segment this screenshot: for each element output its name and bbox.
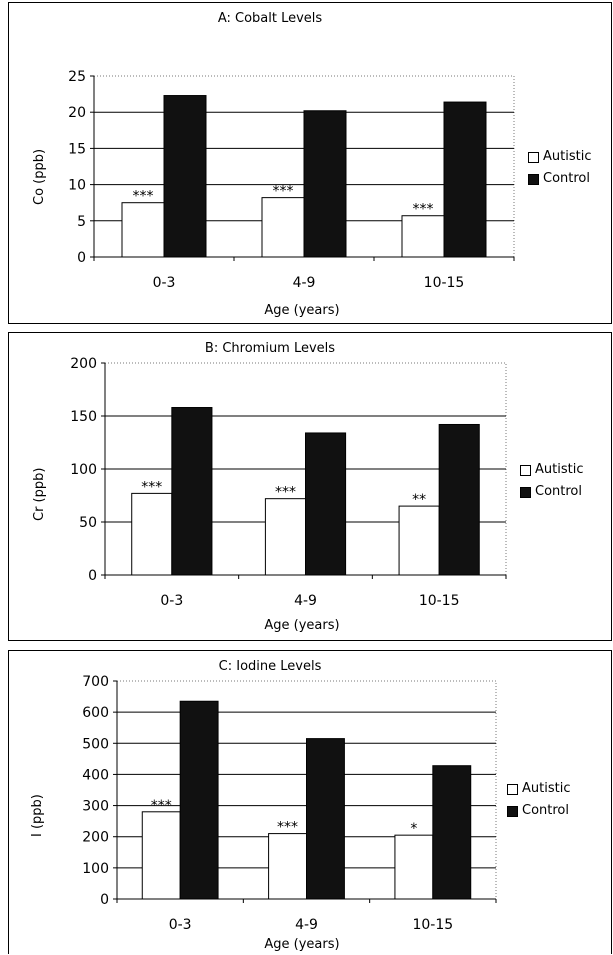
bar-control [432, 765, 472, 900]
legend-item-autistic: Autistic [507, 778, 570, 800]
chart-title: A: Cobalt Levels [217, 11, 323, 26]
bar-autistic [261, 197, 305, 258]
bar-control [179, 700, 219, 900]
x-tick-label: 10-15 [412, 917, 453, 933]
legend-label: Autistic [543, 149, 592, 164]
chart-panel-b: B: Chromium Levels 0 50 100 150 200 *** 0-3 ***… [8, 332, 612, 641]
y-tick-label: 5 [77, 214, 86, 230]
legend: Autistic Control [528, 146, 591, 190]
y-tick-label: 0 [77, 250, 86, 266]
x-axis-label: Age (years) [264, 303, 340, 318]
legend-swatch-autistic [507, 783, 518, 795]
x-axis-label: Age (years) [264, 618, 340, 633]
legend-label: Control [535, 484, 582, 499]
bar-control [171, 407, 213, 576]
legend-swatch-autistic [528, 151, 539, 163]
y-axis-label: I (ppb) [30, 794, 45, 837]
x-tick-label: 10-15 [419, 593, 460, 609]
y-tick-label: 25 [68, 69, 86, 85]
y-tick-label: 200 [70, 356, 97, 372]
chart-svg: 0 50 100 150 200 *** 0-3 *** 4-9 ** 10-15 [70, 356, 507, 609]
significance-label: *** [277, 820, 298, 836]
legend-label: Control [543, 171, 590, 186]
bar-autistic [131, 492, 173, 576]
chart-panel-c: C: Iodine Levels 0 100 200 300 400 500 600 700 *… [8, 650, 612, 954]
x-tick-label: 0-3 [169, 917, 192, 933]
y-tick-label: 50 [79, 515, 97, 531]
y-tick-label: 100 [82, 861, 109, 877]
x-tick-label: 0-3 [153, 275, 176, 291]
y-tick-label: 10 [68, 178, 86, 194]
significance-label: *** [413, 202, 434, 218]
legend-item-control: Control [507, 800, 570, 822]
y-tick-label: 0 [100, 892, 109, 908]
y-axis-label: Cr (ppb) [32, 467, 47, 521]
bar-control [443, 101, 487, 258]
y-tick-label: 0 [88, 568, 97, 584]
y-tick-label: 200 [82, 830, 109, 846]
bar-autistic [141, 811, 181, 900]
significance-label: ** [412, 492, 426, 508]
bar-autistic [121, 202, 165, 258]
y-tick-label: 20 [68, 105, 86, 121]
bar-control [438, 423, 480, 576]
legend-item-autistic: Autistic [528, 146, 591, 168]
significance-label: *** [133, 189, 154, 205]
y-tick-label: 700 [82, 674, 109, 690]
legend: Autistic Control [507, 778, 570, 822]
y-tick-label: 400 [82, 767, 109, 783]
chart-title: C: Iodine Levels [218, 659, 322, 674]
y-tick-label: 150 [70, 409, 97, 425]
legend-swatch-control [507, 805, 518, 817]
legend-swatch-control [528, 173, 539, 185]
chart-panel-a: A: Cobalt Levels 0 5 10 15 20 25 *** 0-3 *** 4-9 *… [8, 2, 612, 324]
y-tick-label: 15 [68, 141, 86, 157]
legend-item-control: Control [528, 168, 591, 190]
chart-svg: 0 5 10 15 20 25 *** 0-3 *** 4-9 *** 10-15 [68, 69, 515, 291]
x-tick-label: 4-9 [294, 593, 317, 609]
bar-control [305, 432, 347, 576]
legend-label: Autistic [522, 781, 571, 796]
x-tick-label: 4-9 [293, 275, 316, 291]
legend: Autistic Control [520, 459, 583, 503]
bar-autistic [398, 505, 440, 576]
significance-label: *** [141, 479, 162, 495]
significance-label: *** [273, 184, 294, 200]
chart-title: B: Chromium Levels [204, 341, 336, 356]
legend-swatch-control [520, 486, 531, 498]
y-tick-label: 100 [70, 462, 97, 478]
bar-autistic [268, 833, 308, 900]
bar-control [303, 110, 347, 258]
significance-label: *** [151, 798, 172, 814]
legend-label: Autistic [535, 462, 584, 477]
y-tick-label: 500 [82, 736, 109, 752]
x-axis-label: Age (years) [264, 937, 340, 952]
bar-autistic [394, 834, 434, 900]
legend-label: Control [522, 803, 569, 818]
significance-label: *** [275, 485, 296, 501]
bar-autistic [401, 215, 445, 258]
legend-item-autistic: Autistic [520, 459, 583, 481]
x-tick-label: 10-15 [424, 275, 465, 291]
x-tick-label: 4-9 [295, 917, 318, 933]
legend-swatch-autistic [520, 464, 531, 476]
bar-autistic [264, 498, 306, 576]
bar-control [163, 95, 207, 258]
chart-svg: 0 100 200 300 400 500 600 700 *** 0-3 *** 4-9 * 10-15 [82, 674, 497, 933]
y-axis-label: Co (ppb) [32, 148, 47, 205]
legend-item-control: Control [520, 481, 583, 503]
y-tick-label: 300 [82, 799, 109, 815]
significance-label: * [410, 821, 417, 837]
bar-control [306, 738, 345, 900]
y-tick-label: 600 [82, 705, 109, 721]
x-tick-label: 0-3 [160, 593, 183, 609]
